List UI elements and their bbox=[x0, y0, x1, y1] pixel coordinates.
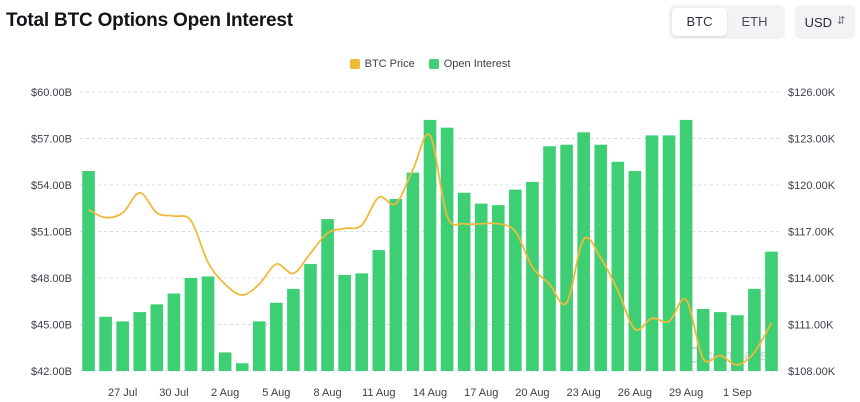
bar-open-interest bbox=[457, 192, 471, 371]
y-left-tick-label: $45.00B bbox=[31, 320, 72, 332]
bar-open-interest bbox=[474, 203, 488, 371]
bar-open-interest bbox=[321, 219, 334, 371]
toggle-eth-button[interactable]: ETH bbox=[741, 14, 768, 29]
y-left-tick-label: $51.00B bbox=[31, 227, 72, 239]
x-tick-label: 23 Aug bbox=[567, 387, 601, 399]
bar-open-interest bbox=[526, 181, 539, 371]
y-left-tick-label: $54.00B bbox=[31, 180, 72, 192]
x-tick-label: 30 Jul bbox=[159, 387, 188, 399]
y-left-tick-label: $60.00B bbox=[31, 87, 72, 99]
bar-open-interest bbox=[628, 171, 642, 371]
toggle-btc-button[interactable]: BTC bbox=[672, 8, 727, 36]
bar-open-interest bbox=[372, 250, 386, 371]
x-tick-label: 29 Aug bbox=[669, 387, 703, 399]
bar-open-interest bbox=[167, 293, 181, 371]
legend-swatch-btc-price bbox=[349, 59, 360, 69]
bar-open-interest bbox=[731, 315, 744, 371]
bar-open-interest bbox=[270, 302, 283, 371]
bar-open-interest bbox=[99, 316, 112, 371]
x-tick-label: 17 Aug bbox=[464, 387, 498, 399]
bar-open-interest bbox=[696, 309, 710, 371]
page-title: Total BTC Options Open Interest bbox=[6, 10, 293, 31]
chart-legend: BTC Price Open Interest bbox=[0, 58, 860, 70]
bar-open-interest bbox=[218, 352, 232, 371]
x-tick-label: 1 Sep bbox=[723, 387, 752, 399]
y-right-tick-label: $111.00K bbox=[788, 320, 834, 332]
y-right-tick-label: $108.00K bbox=[788, 366, 836, 378]
legend-item-open-interest[interactable]: Open Interest bbox=[428, 58, 511, 70]
bar-open-interest bbox=[82, 171, 95, 371]
y-right-tick-label: $123.00K bbox=[788, 134, 836, 146]
bar-open-interest bbox=[252, 321, 266, 371]
legend-item-btc-price[interactable]: BTC Price bbox=[349, 58, 415, 70]
bar-open-interest bbox=[611, 161, 625, 371]
x-tick-label: 26 Aug bbox=[618, 387, 652, 399]
x-tick-label: 14 Aug bbox=[413, 387, 447, 399]
bar-open-interest bbox=[184, 278, 198, 371]
bar-open-interest bbox=[491, 205, 505, 371]
bar-open-interest bbox=[662, 135, 676, 371]
bar-open-interest bbox=[150, 304, 164, 371]
bar-open-interest bbox=[304, 264, 317, 371]
bar-open-interest bbox=[713, 312, 727, 371]
bar-open-interest bbox=[560, 144, 573, 371]
x-tick-label: 27 Jul bbox=[108, 387, 137, 399]
y-right-tick-label: $114.00K bbox=[788, 273, 835, 285]
y-left-tick-label: $48.00B bbox=[31, 273, 72, 285]
bar-open-interest bbox=[423, 119, 437, 372]
bar-open-interest bbox=[509, 189, 522, 371]
y-right-tick-label: $117.00K bbox=[788, 227, 835, 239]
legend-label-open-interest: Open Interest bbox=[443, 58, 511, 70]
asset-toggle: BTC ETH bbox=[669, 5, 785, 39]
y-left-tick-label: $42.00B bbox=[31, 366, 72, 378]
line-btc-price bbox=[88, 133, 773, 366]
x-tick-label: 5 Aug bbox=[262, 387, 290, 399]
bar-open-interest bbox=[440, 127, 454, 372]
bar-open-interest bbox=[679, 119, 693, 372]
bar-open-interest bbox=[389, 198, 403, 371]
bar-open-interest bbox=[201, 276, 215, 371]
bar-open-interest bbox=[577, 132, 590, 371]
y-right-tick-label: $126.00K bbox=[788, 87, 836, 99]
bar-open-interest bbox=[355, 273, 369, 371]
bar-open-interest bbox=[406, 172, 420, 371]
x-tick-label: 2 Aug bbox=[211, 387, 239, 399]
bar-open-interest bbox=[133, 312, 147, 371]
x-tick-label: 20 Aug bbox=[515, 387, 549, 399]
x-tick-label: 8 Aug bbox=[313, 387, 341, 399]
legend-label-btc-price: BTC Price bbox=[364, 58, 415, 70]
legend-swatch-open-interest bbox=[428, 59, 439, 69]
bar-open-interest bbox=[116, 321, 129, 371]
x-tick-label: 11 Aug bbox=[362, 387, 395, 399]
y-right-tick-label: $120.00K bbox=[788, 180, 836, 192]
currency-select[interactable]: USD ⇵ bbox=[795, 5, 855, 39]
bar-open-interest bbox=[748, 288, 761, 371]
chevron-updown-icon: ⇵ bbox=[837, 15, 846, 28]
bar-open-interest bbox=[765, 251, 778, 371]
bar-open-interest bbox=[235, 363, 249, 371]
bar-open-interest bbox=[338, 274, 351, 371]
currency-value: USD bbox=[804, 14, 833, 30]
bar-open-interest bbox=[543, 146, 556, 371]
y-left-tick-label: $57.00B bbox=[31, 134, 72, 146]
bar-open-interest bbox=[287, 288, 300, 371]
bar-open-interest bbox=[645, 135, 659, 371]
